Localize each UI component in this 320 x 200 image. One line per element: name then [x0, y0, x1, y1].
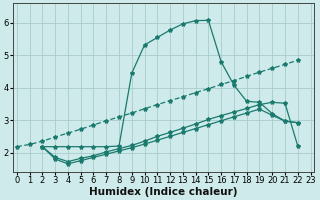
- X-axis label: Humidex (Indice chaleur): Humidex (Indice chaleur): [90, 187, 238, 197]
